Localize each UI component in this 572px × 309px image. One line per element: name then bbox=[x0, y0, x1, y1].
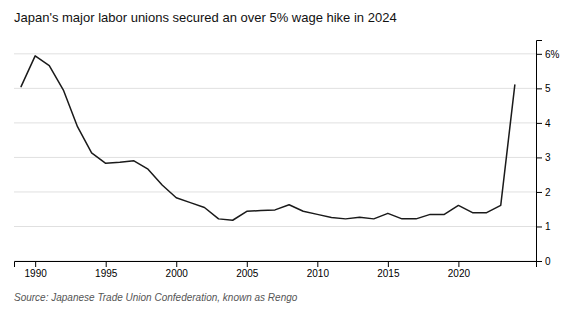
tick-label: 6% bbox=[545, 49, 560, 60]
tick-mark bbox=[247, 261, 248, 267]
tick-mark bbox=[106, 261, 107, 267]
tick-label: 5 bbox=[545, 83, 551, 94]
grid-line bbox=[14, 122, 536, 123]
tick-label: 4 bbox=[545, 118, 551, 129]
tick-mark bbox=[536, 123, 542, 124]
tick: 2010 bbox=[307, 261, 330, 279]
plot-area bbox=[21, 56, 515, 220]
tick-label: 2005 bbox=[236, 268, 259, 279]
tick-mark bbox=[536, 226, 542, 227]
title: Japan's major labor unions secured an ov… bbox=[14, 10, 397, 25]
tick-mark bbox=[388, 261, 389, 267]
tick-mark bbox=[458, 261, 459, 267]
tick-label: 1990 bbox=[25, 268, 48, 279]
tick-mark bbox=[317, 261, 318, 267]
tick: 2005 bbox=[236, 261, 259, 279]
tick-mark bbox=[176, 261, 177, 267]
tick-label: 3 bbox=[545, 152, 551, 163]
tick-label: 2015 bbox=[377, 268, 400, 279]
tick: 3 bbox=[536, 152, 551, 163]
tick-label: 2020 bbox=[448, 268, 471, 279]
tick-mark bbox=[536, 157, 542, 158]
source: Source: Japanese Trade Union Confederati… bbox=[14, 292, 298, 303]
grid bbox=[14, 54, 536, 261]
tick-label: 2 bbox=[545, 187, 551, 198]
tick-mark bbox=[536, 54, 542, 55]
grid-line bbox=[14, 226, 536, 227]
tick: 2020 bbox=[448, 261, 471, 279]
line bbox=[21, 56, 515, 220]
tick: 1 bbox=[536, 221, 551, 232]
grid-line bbox=[14, 53, 536, 54]
grid-line bbox=[14, 157, 536, 158]
grid-line bbox=[14, 191, 536, 192]
tick-label: 0 bbox=[545, 256, 551, 267]
axis-line bbox=[15, 262, 537, 268]
axis-line bbox=[537, 41, 543, 262]
tick: 6% bbox=[536, 49, 560, 60]
tick: 4 bbox=[536, 118, 551, 129]
tick-label: 1995 bbox=[95, 268, 118, 279]
tick-mark bbox=[536, 88, 542, 89]
y-axis: 0 1 2 3 4 5 6% bbox=[536, 41, 560, 267]
tick: 5 bbox=[536, 83, 551, 94]
tick-mark bbox=[536, 192, 542, 193]
tick: 2000 bbox=[166, 261, 189, 279]
tick: 0 bbox=[536, 256, 551, 267]
x-axis: 1990 1995 2000 2005 2010 2015 2020 bbox=[15, 261, 537, 279]
tick: 2015 bbox=[377, 261, 400, 279]
tick: 1990 bbox=[25, 261, 48, 279]
chart: 1990 1995 2000 2005 2010 2015 2020 0 1 2 3 4 5 6% Japa… bbox=[0, 0, 572, 309]
tick-label: 2000 bbox=[166, 268, 189, 279]
tick-label: 2010 bbox=[307, 268, 330, 279]
tick: 1995 bbox=[95, 261, 118, 279]
tick-mark bbox=[536, 261, 542, 262]
tick: 2 bbox=[536, 187, 551, 198]
tick-label: 1 bbox=[545, 221, 551, 232]
tick-mark bbox=[35, 261, 36, 267]
grid-line bbox=[14, 88, 536, 89]
